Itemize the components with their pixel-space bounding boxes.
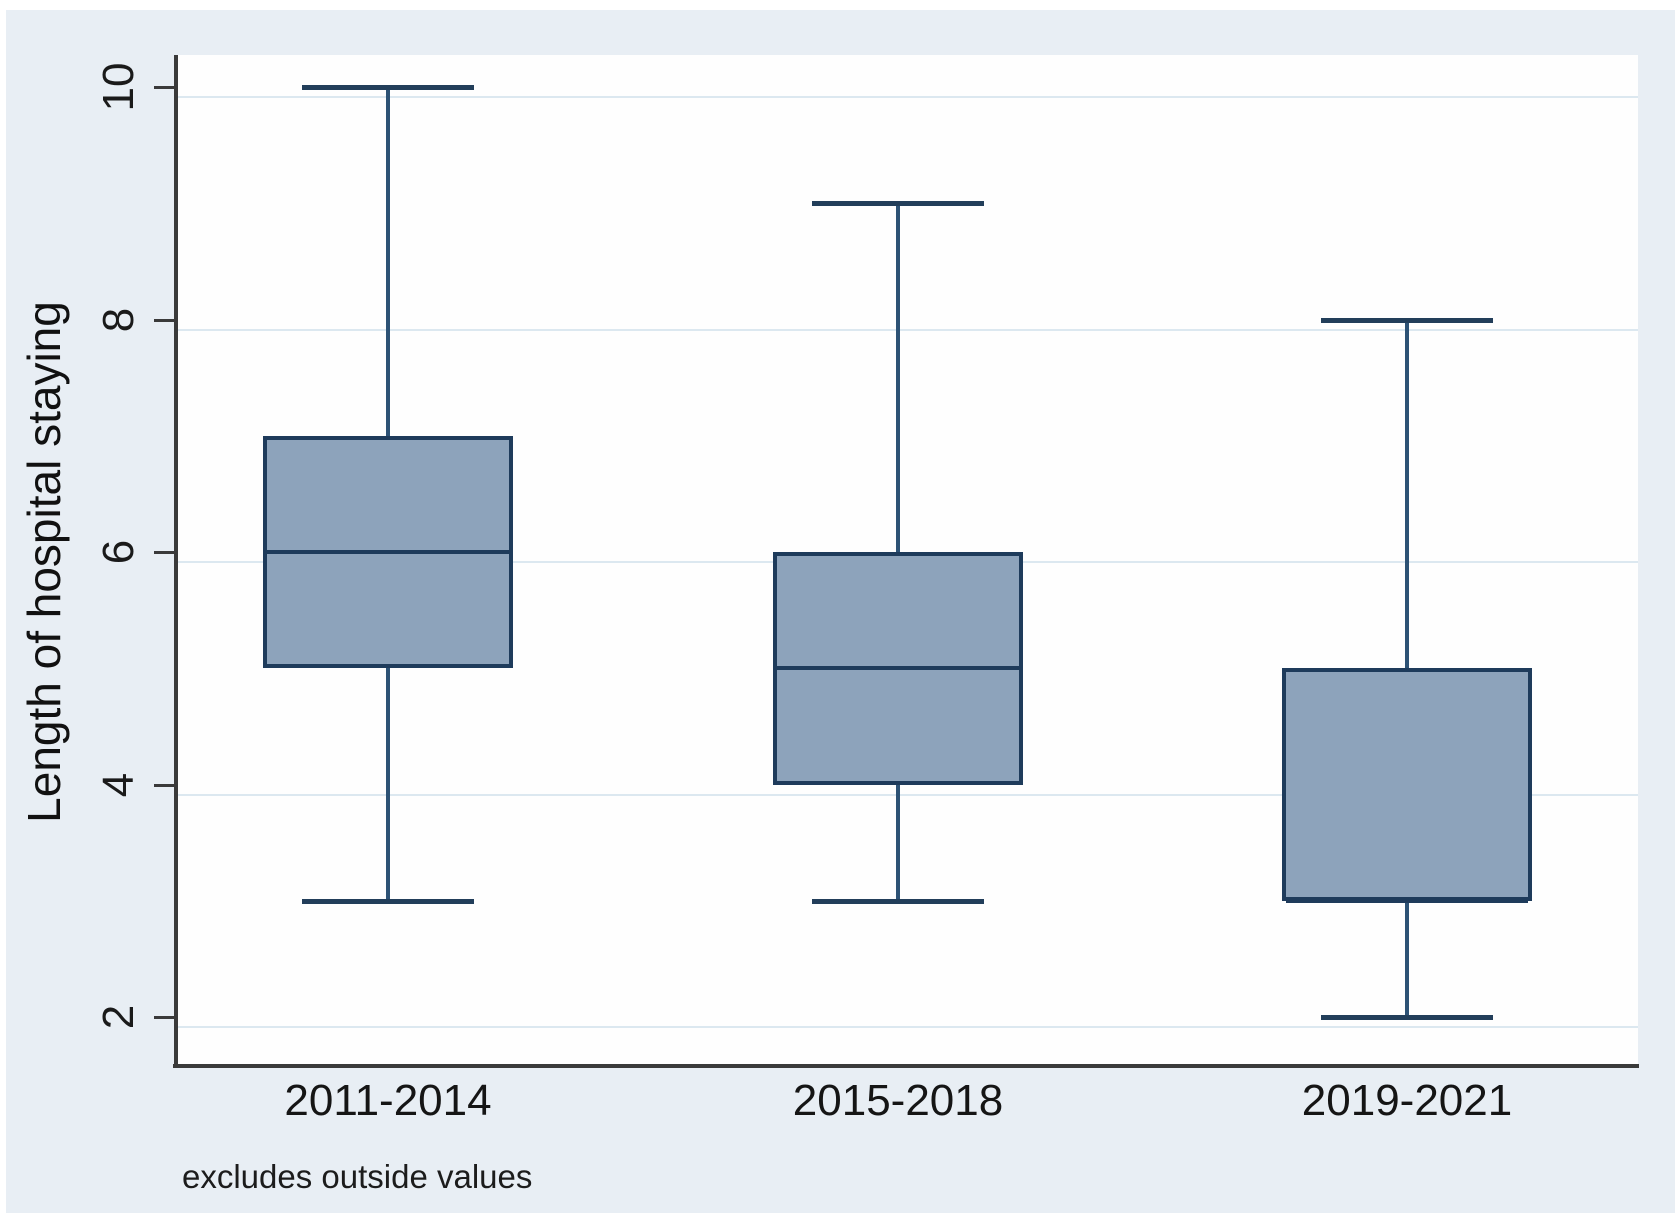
y-tick (154, 318, 175, 322)
gridline (177, 96, 1638, 98)
y-tick-label: 6 (94, 539, 143, 565)
y-tick-label: 8 (94, 307, 143, 332)
whisker-cap-top (302, 85, 474, 90)
gridline (177, 328, 1638, 331)
whisker-cap-bottom (812, 898, 984, 904)
whisker-stem-upper (386, 87, 390, 436)
x-category-label: 2011-2014 (284, 1076, 492, 1125)
box-rect (1282, 668, 1532, 901)
x-axis-line (173, 1064, 1639, 1068)
x-category-label: 2015-2018 (792, 1076, 1004, 1125)
whisker-stem-upper (1405, 319, 1409, 669)
whisker-stem-lower (896, 784, 900, 901)
y-tick-label: 2 (94, 1004, 143, 1030)
whisker-cap-top (812, 201, 984, 207)
median-line (267, 550, 509, 554)
median-line (777, 666, 1019, 671)
whisker-stem-upper (896, 203, 900, 552)
y-tick-label: 10 (94, 62, 143, 112)
y-tick (154, 86, 175, 89)
whisker-cap-bottom (1321, 1015, 1493, 1020)
y-axis-line (174, 55, 178, 1068)
y-tick-label: 4 (94, 772, 143, 797)
whisker-stem-lower (386, 668, 390, 901)
median-line (1286, 898, 1528, 903)
whisker-cap-top (1321, 317, 1493, 323)
y-tick (154, 1016, 175, 1019)
x-category-label: 2019-2021 (1301, 1076, 1513, 1125)
whisker-cap-bottom (302, 898, 474, 904)
figure: 2 4 6 8 10 Length of hospital staying 2011-2… (6, 10, 1675, 1213)
y-tick (154, 551, 175, 554)
y-tick (154, 783, 175, 787)
whisker-stem-lower (1405, 900, 1409, 1017)
gridline (177, 1026, 1638, 1028)
chart-footnote: excludes outside values (182, 1158, 533, 1195)
y-axis-title: Length of hospital staying (18, 301, 70, 823)
